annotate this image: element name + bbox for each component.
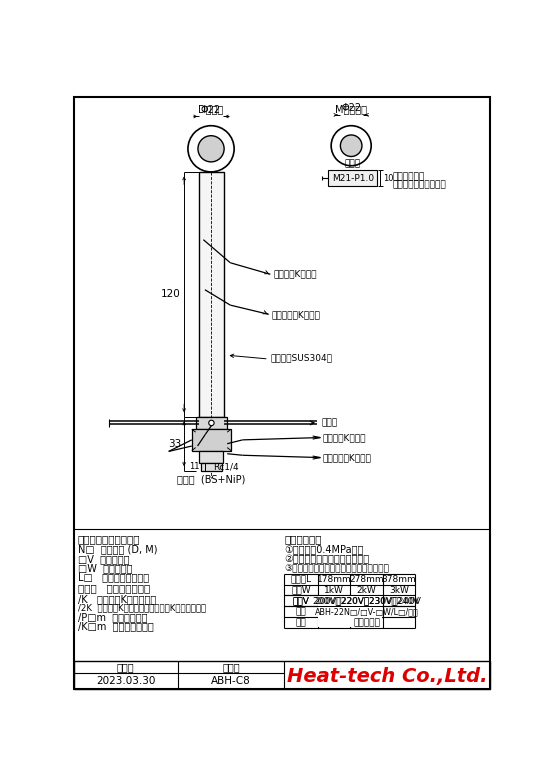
Text: 2023.03.30: 2023.03.30: [96, 676, 155, 686]
Text: 熱風溫度K熱電偶: 熱風溫度K熱電偶: [323, 433, 366, 442]
Bar: [201, 463, 222, 471]
Text: Rc1/4: Rc1/4: [213, 462, 239, 471]
Text: Heat-tech Co.,Ltd.: Heat-tech Co.,Ltd.: [287, 667, 488, 685]
Bar: [74, 661, 490, 689]
Text: ①這是耐壓0.4MPa的。: ①這是耐壓0.4MPa的。: [284, 545, 364, 555]
Bar: [318, 596, 382, 606]
Bar: [318, 618, 382, 627]
Circle shape: [198, 135, 224, 162]
Text: M型內螺紋: M型內螺紋: [335, 104, 367, 114]
Text: /K□m  熱電偶線長指定: /K□m 熱電偶線長指定: [78, 622, 153, 632]
Text: 日　期: 日 期: [117, 662, 134, 672]
Text: □W  電力的指定: □W 電力的指定: [78, 563, 133, 573]
Text: ③不供給低溫氣體而加熱的話加熱器燒壞。: ③不供給低溫氣體而加熱的話加熱器燒壞。: [284, 563, 389, 572]
Text: /P□m  電源線長指定: /P□m 電源線長指定: [78, 612, 147, 622]
Text: /2K  熱風溫度K熱電偶和發熱體溫度K熱電偶的追加: /2K 熱風溫度K熱電偶和發熱體溫度K熱電偶的追加: [78, 603, 206, 612]
Circle shape: [188, 126, 234, 172]
Text: 圖　號: 圖 號: [222, 662, 240, 672]
Text: 200V、220V、230V、240V: 200V、220V、230V、240V: [314, 596, 419, 605]
Text: L□   基準管長度的指定: L□ 基準管長度的指定: [78, 573, 149, 582]
Text: 1kW: 1kW: [324, 586, 344, 594]
Bar: [199, 172, 224, 417]
Text: 品名: 品名: [296, 618, 306, 627]
Text: 【在訂貨時規格指定】: 【在訂貨時規格指定】: [78, 534, 140, 544]
Text: 金屬管（SUS304）: 金屬管（SUS304）: [271, 354, 332, 363]
Text: 33: 33: [168, 439, 181, 449]
Bar: [192, 429, 231, 450]
Text: 發熱體溫度K熱電偶: 發熱體溫度K熱電偶: [323, 453, 372, 462]
Bar: [318, 607, 382, 617]
Circle shape: [331, 126, 371, 166]
Text: 電源線: 電源線: [321, 419, 337, 427]
Text: D型直噴: D型直噴: [199, 104, 224, 114]
Text: 熱風加熱器: 熱風加熱器: [353, 618, 380, 627]
Bar: [200, 450, 223, 463]
Text: 熱風溫度K熱電偶: 熱風溫度K熱電偶: [273, 270, 317, 279]
Text: 型號: 型號: [296, 607, 306, 616]
Circle shape: [209, 420, 214, 426]
Text: 我們公司將在: 我們公司將在: [393, 172, 425, 181]
Text: 【注意事項】: 【注意事項】: [284, 534, 322, 544]
Text: 11: 11: [189, 462, 199, 471]
Text: 發熱體溫度K熱電偶: 發熱體溫度K熱電偶: [272, 310, 321, 319]
Text: ABH-C8: ABH-C8: [211, 676, 251, 686]
Text: 供氣口  (BS+NiP): 供氣口 (BS+NiP): [177, 475, 246, 485]
Text: 378mm: 378mm: [382, 575, 416, 584]
Text: Φ22: Φ22: [341, 103, 361, 114]
Text: 內螺紋: 內螺紋: [345, 159, 361, 169]
Text: /K   熱風溫度K熱電偶追加: /K 熱風溫度K熱電偶追加: [78, 594, 156, 604]
Bar: [328, 170, 377, 186]
Text: □V  電壓的指定: □V 電壓的指定: [78, 554, 129, 564]
Text: 178mm: 178mm: [317, 575, 351, 584]
Text: 尖端定制訂購螺紋接頭: 尖端定制訂購螺紋接頭: [393, 180, 447, 189]
Text: 電壓V: 電壓V: [293, 596, 310, 605]
Text: 電壓V: 電壓V: [293, 596, 310, 605]
Text: N□  噴嘴指定 (D, M): N□ 噴嘴指定 (D, M): [78, 545, 157, 555]
Text: 10: 10: [383, 173, 394, 183]
Circle shape: [340, 135, 362, 156]
Text: 【選項   特別訂貨對應】: 【選項 特別訂貨對應】: [78, 583, 150, 593]
Text: Φ22: Φ22: [201, 105, 221, 115]
Text: ②請供給氣體應該是取出濕乾。: ②請供給氣體應該是取出濕乾。: [284, 554, 369, 564]
Bar: [196, 417, 227, 429]
Text: 2kW: 2kW: [357, 586, 376, 594]
Text: ABH-22N□/□V-□W/L□/選項: ABH-22N□/□V-□W/L□/選項: [315, 607, 419, 616]
Text: 電力W: 電力W: [292, 586, 311, 594]
Text: M21-P1.0: M21-P1.0: [332, 173, 374, 183]
Text: 278mm: 278mm: [349, 575, 384, 584]
Text: 200V、220V、230V、240V: 200V、220V、230V、240V: [312, 596, 421, 605]
Text: 3kW: 3kW: [389, 586, 409, 594]
Text: 管長度L: 管長度L: [290, 575, 312, 584]
Text: 120: 120: [161, 289, 181, 300]
